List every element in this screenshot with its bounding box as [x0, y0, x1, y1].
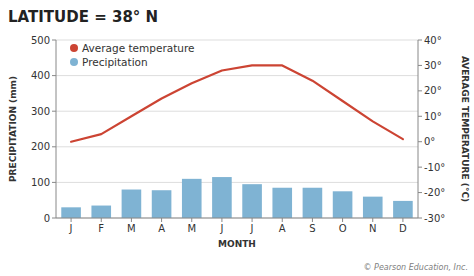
x-tick-label: F — [98, 223, 104, 234]
legend-marker — [70, 58, 78, 66]
y-axis-line — [56, 40, 57, 218]
y-tick-label: 300 — [31, 106, 50, 117]
y-tick-label: 200 — [31, 141, 50, 152]
y2-axis-line — [418, 40, 419, 218]
x-tick — [312, 218, 313, 222]
bar — [212, 177, 232, 218]
bar — [122, 190, 142, 218]
y2-tick-label: 40° — [424, 35, 442, 46]
grid-line — [56, 75, 418, 76]
y-tick-label: 500 — [31, 35, 50, 46]
y-tick — [52, 40, 56, 41]
y2-tick-label: 10° — [424, 111, 442, 122]
y-tick — [52, 182, 56, 183]
y2-tick-label: 20° — [424, 85, 442, 96]
y2-tick-label: 30° — [424, 60, 442, 71]
y2-tick — [418, 116, 422, 117]
x-tick — [342, 218, 343, 222]
x-tick-label: O — [339, 223, 347, 234]
y-axis-label: PRECIPITATION (mm) — [8, 76, 18, 182]
x-axis-label: MONTH — [218, 239, 256, 249]
x-tick-label: A — [279, 223, 286, 234]
y-tick — [52, 111, 56, 112]
grid-line — [56, 146, 418, 147]
bar — [393, 201, 413, 218]
y-tick-label: 0 — [44, 213, 50, 224]
annotation: © Pearson Education, Inc. — [364, 263, 468, 272]
x-tick — [372, 218, 373, 222]
legend: Average temperature Precipitation — [70, 42, 194, 68]
y2-tick — [418, 167, 422, 168]
chart: LATITUDE = 38° N 0 100 200 300 400 500 -30° -20°… — [0, 0, 474, 276]
line — [71, 65, 403, 141]
bar — [61, 207, 81, 218]
x-tick-label: D — [399, 223, 407, 234]
y2-axis-label: AVERAGE TEMPERATURE (°C) — [460, 56, 470, 202]
bar — [333, 191, 353, 218]
x-tick — [161, 218, 162, 222]
x-tick — [101, 218, 102, 222]
x-tick — [131, 218, 132, 222]
grid-line — [56, 182, 418, 183]
x-tick-label: J — [250, 223, 254, 234]
legend-label: Precipitation — [82, 56, 148, 68]
bar — [272, 188, 292, 218]
x-tick — [252, 218, 253, 222]
y-tick — [52, 146, 56, 147]
y2-tick — [418, 65, 422, 66]
x-tick — [282, 218, 283, 222]
x-tick-label: N — [369, 223, 376, 234]
x-tick-label: S — [309, 223, 315, 234]
grid-line — [56, 111, 418, 112]
y2-tick-label: 0° — [424, 136, 435, 147]
x-tick — [402, 218, 403, 222]
x-tick — [71, 218, 72, 222]
legend-marker — [70, 44, 78, 52]
grid — [56, 40, 418, 218]
bar — [91, 206, 111, 218]
legend-label: Average temperature — [82, 42, 194, 54]
bar — [242, 184, 262, 218]
bar — [182, 179, 202, 218]
bar — [303, 188, 323, 218]
x-tick-label: J — [69, 223, 73, 234]
bar — [363, 197, 383, 218]
y-tick — [52, 75, 56, 76]
x-tick-label: M — [127, 223, 136, 234]
x-tick-label: J — [219, 223, 223, 234]
bar — [152, 190, 172, 218]
y-tick-label: 400 — [31, 70, 50, 81]
y-tick-label: 100 — [31, 177, 50, 188]
x-axis-line — [56, 218, 418, 219]
x-tick — [221, 218, 222, 222]
y2-tick — [418, 40, 422, 41]
marks — [61, 65, 412, 218]
title: LATITUDE = 38° N — [8, 8, 158, 26]
grid-line — [56, 40, 418, 41]
grid-line — [56, 218, 418, 219]
x-tick — [191, 218, 192, 222]
y2-tick — [418, 192, 422, 193]
x-tick-label: A — [158, 223, 165, 234]
y-tick — [52, 218, 56, 219]
x-tick-label: M — [187, 223, 196, 234]
y2-tick — [418, 141, 422, 142]
y2-tick-label: -30° — [424, 213, 445, 224]
y2-tick — [418, 90, 422, 91]
y2-tick-label: -10° — [424, 162, 445, 173]
y2-tick — [418, 218, 422, 219]
y2-tick-label: -20° — [424, 187, 445, 198]
